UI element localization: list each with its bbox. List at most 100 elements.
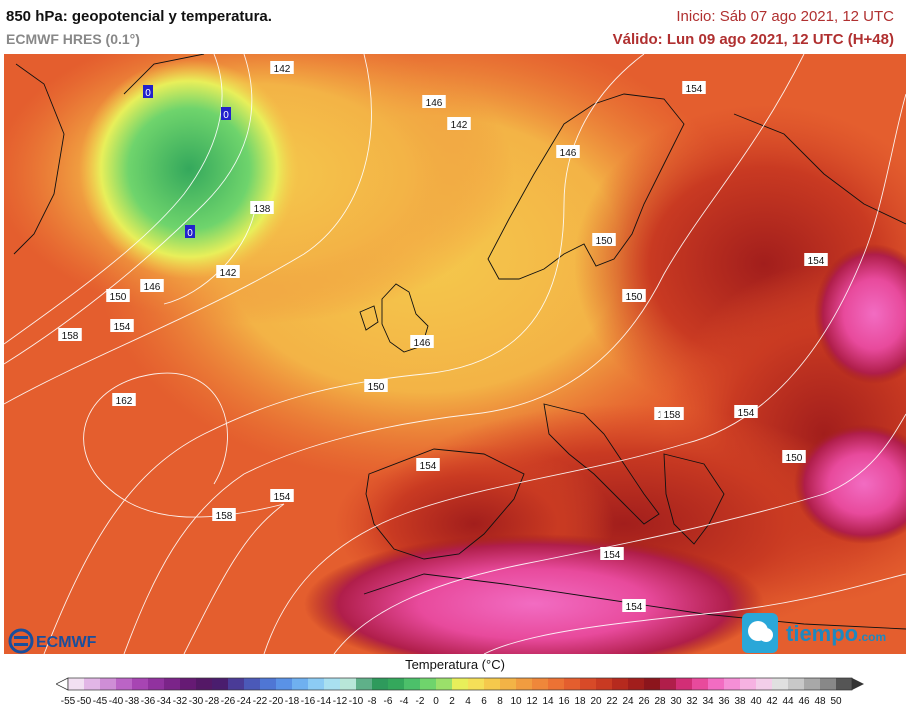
scale-swatch [404, 678, 421, 690]
svg-text:0: 0 [223, 110, 229, 121]
temperature-map[interactable]: 142 146 142 146 154 138 150 142 146 150 154 150 154 1… [4, 54, 906, 654]
scale-swatch [740, 678, 757, 690]
scale-tick-label: -40 [109, 696, 124, 706]
isoline-labels: 142 146 142 146 154 138 150 142 146 150 154 150 154 1… [58, 61, 828, 613]
scale-tick-label: 38 [734, 696, 746, 706]
scale-swatch [212, 678, 229, 690]
scale-tick-label: 36 [718, 696, 730, 706]
svg-text:154: 154 [274, 492, 291, 503]
scale-swatch [340, 678, 357, 690]
zero-isotherm-label: 0 [221, 107, 231, 121]
temperature-field [4, 54, 906, 654]
map-title: 850 hPa: geopotencial y temperatura. [6, 8, 272, 25]
scale-swatch [244, 678, 261, 690]
isoline-label: 146 [556, 145, 580, 159]
isoline-label: 146 [140, 279, 164, 293]
svg-text:tiempo.com: tiempo.com [786, 621, 886, 646]
svg-text:142: 142 [451, 120, 468, 131]
scale-swatch [516, 678, 533, 690]
scale-swatch [372, 678, 389, 690]
scale-swatch [628, 678, 645, 690]
svg-text:146: 146 [144, 282, 161, 293]
isoline-label: 154 [600, 547, 624, 561]
scale-tick-label: -50 [77, 696, 92, 706]
isoline-label: 150 [592, 233, 616, 247]
isoline-label: 146 [410, 335, 434, 349]
scale-tick-label: -22 [253, 696, 268, 706]
scale-swatch [164, 678, 181, 690]
isoline-label: 142 [270, 61, 294, 75]
scale-tick-label: 44 [782, 696, 794, 706]
scale-tick-label: 20 [590, 696, 602, 706]
scale-swatch [484, 678, 501, 690]
scale-tick-label: 30 [670, 696, 682, 706]
scale-swatch [324, 678, 341, 690]
scale-tick-label: 14 [542, 696, 554, 706]
scale-tick-label: 50 [830, 696, 842, 706]
scale-tick-label: -26 [221, 696, 236, 706]
scale-tick-label: 24 [622, 696, 634, 706]
scale-tick-label: 26 [638, 696, 650, 706]
valid-time: Válido: Lun 09 ago 2021, 12 UTC (H+48) [612, 31, 894, 48]
isoline-label: 154 [804, 253, 828, 267]
scale-swatch [132, 678, 149, 690]
scale-swatch [356, 678, 373, 690]
init-time: Inicio: Sáb 07 ago 2021, 12 UTC [676, 8, 894, 25]
isoline-label: 154 [734, 405, 758, 419]
scale-swatch [468, 678, 485, 690]
svg-text:154: 154 [604, 550, 621, 561]
scale-swatch [388, 678, 405, 690]
scale-swatch [436, 678, 453, 690]
svg-text:154: 154 [626, 602, 643, 613]
svg-text:158: 158 [216, 511, 233, 522]
scale-swatch [532, 678, 549, 690]
scale-swatch [260, 678, 277, 690]
scale-swatch [564, 678, 581, 690]
scale-tick-label: -36 [141, 696, 156, 706]
scale-tick-label: -2 [416, 696, 425, 706]
scale-tick-label: -16 [301, 696, 316, 706]
scale-tick-label: -28 [205, 696, 220, 706]
isoline-label: 154 [416, 458, 440, 472]
scale-swatch [420, 678, 437, 690]
scale-swatch [116, 678, 133, 690]
scale-tick-label: 10 [510, 696, 522, 706]
zero-isotherm-label: 0 [185, 225, 195, 239]
scale-tick-label: 48 [814, 696, 826, 706]
isoline-label: 142 [447, 117, 471, 131]
scale-swatch [276, 678, 293, 690]
scale-swatch [836, 678, 853, 690]
isoline-label: 138 [250, 201, 274, 215]
scale-swatch [804, 678, 821, 690]
scale-tick-label: 4 [465, 696, 471, 706]
tiempo-logo: tiempo.com [742, 613, 886, 653]
scale-tick-label: 28 [654, 696, 666, 706]
svg-text:0: 0 [145, 88, 151, 99]
legend-title: Temperatura (°C) [405, 657, 505, 672]
temperature-color-scale: -55 -50 -45 -40 -38 -36 -34 -32 -30 -28 -26 -24 -22-… [56, 677, 864, 706]
scale-tick-label: -30 [189, 696, 204, 706]
scale-swatch [676, 678, 693, 690]
zero-isotherm-labels: 0 0 0 [143, 85, 231, 239]
isoline-label: 150 [622, 289, 646, 303]
svg-text:154: 154 [420, 461, 437, 472]
header-left: 850 hPa: geopotencial y temperatura. ECM… [6, 8, 272, 47]
scale-tick-label: -6 [384, 696, 393, 706]
scale-tick-label: -4 [400, 696, 409, 706]
svg-text:138: 138 [254, 204, 271, 215]
isoline-label: 154 [682, 81, 706, 95]
scale-swatch [68, 678, 85, 690]
scale-swatch [788, 678, 805, 690]
ecmwf-logo-text: ECMWF [36, 634, 97, 651]
scale-swatch [84, 678, 101, 690]
scale-swatch [820, 678, 837, 690]
scale-tick-label: 18 [574, 696, 586, 706]
scale-tick-label: 32 [686, 696, 698, 706]
svg-text:150: 150 [110, 292, 127, 303]
scale-tick-label: 42 [766, 696, 778, 706]
svg-text:154: 154 [686, 84, 703, 95]
scale-tick-label: -20 [269, 696, 284, 706]
model-label: ECMWF HRES (0.1°) [6, 31, 140, 47]
scale-swatch [180, 678, 197, 690]
scale-tick-label: -10 [349, 696, 364, 706]
